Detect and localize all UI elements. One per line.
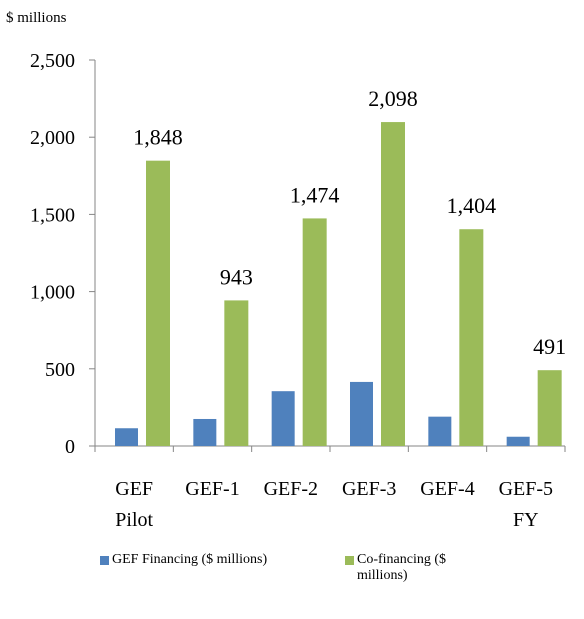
x-tick-label: GEF-4 [420, 478, 474, 500]
bar [146, 160, 170, 446]
legend-label: Co-financing ($ millions) [357, 552, 447, 583]
chart-subtitle: $ millions [6, 10, 67, 26]
bar [193, 418, 217, 446]
y-tick-label: 2,000 [30, 127, 75, 149]
bar [115, 428, 138, 446]
bar [224, 300, 249, 446]
bar [381, 122, 405, 447]
value-label: 943 [220, 264, 253, 289]
value-label: 1,848 [133, 125, 183, 150]
bar [428, 416, 452, 446]
legend-swatch [345, 556, 354, 565]
x-tick-label: GEF-5 [499, 478, 553, 500]
value-label: 491 [533, 334, 566, 359]
x-tick-label: GEF-2 [264, 478, 318, 500]
x-tick-label: GEF [115, 478, 153, 500]
bar [271, 391, 295, 446]
bar [459, 229, 484, 446]
value-label: 1,404 [447, 193, 497, 218]
y-tick-label: 1,500 [30, 204, 75, 226]
x-tick-label: Pilot [115, 509, 153, 531]
x-tick-label: FY [513, 509, 539, 531]
legend-item: GEF Financing ($ millions) [100, 552, 360, 568]
y-tick-label: 2,500 [30, 50, 75, 72]
legend-item: Co-financing ($ millions) [345, 552, 455, 584]
legend-label: GEF Financing ($ millions) [112, 552, 268, 567]
legend-swatch [100, 556, 109, 565]
bar [302, 218, 327, 446]
bar [506, 436, 530, 446]
chart: $ millions 0 500 1,000 1,500 2,000 2,500 GEF Pi… [6, 10, 566, 531]
x-tick-label: GEF-3 [342, 478, 396, 500]
y-tick-label: 500 [45, 359, 75, 381]
x-tick-label: GEF-1 [185, 478, 239, 500]
y-tick-label: 1,000 [30, 282, 75, 304]
value-label: 1,474 [290, 182, 340, 207]
bar [537, 370, 562, 446]
bar [350, 381, 373, 446]
y-tick-label: 0 [65, 436, 75, 458]
value-label: 2,098 [368, 86, 418, 111]
